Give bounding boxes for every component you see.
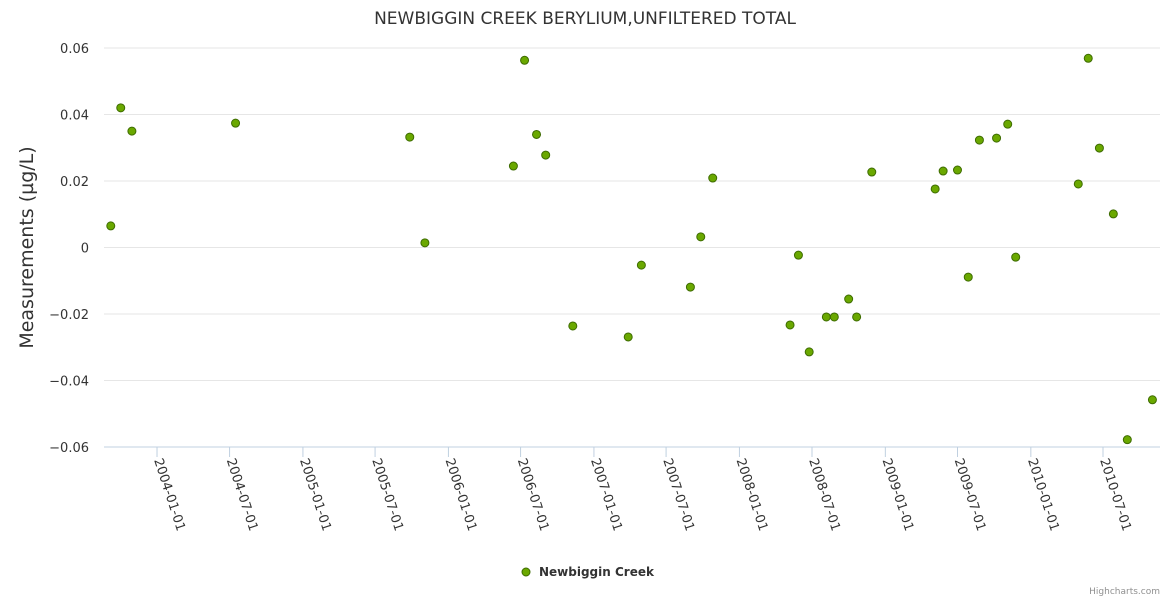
legend-item-newbiggin-creek[interactable]: Newbiggin Creek: [539, 565, 655, 579]
data-point[interactable]: [1147, 395, 1157, 405]
data-point[interactable]: [1108, 209, 1118, 219]
y-tick-label: −0.04: [49, 375, 89, 390]
data-point[interactable]: [992, 133, 1002, 143]
data-point[interactable]: [852, 312, 862, 322]
data-point[interactable]: [930, 184, 940, 194]
data-point[interactable]: [867, 167, 877, 177]
data-point[interactable]: [508, 161, 518, 171]
data-point[interactable]: [541, 150, 551, 160]
data-point[interactable]: [520, 55, 530, 65]
data-point[interactable]: [405, 132, 415, 142]
data-point[interactable]: [106, 221, 116, 231]
data-point[interactable]: [636, 260, 646, 270]
data-point[interactable]: [963, 272, 973, 282]
data-point[interactable]: [568, 321, 578, 331]
data-point[interactable]: [532, 129, 542, 139]
data-point[interactable]: [804, 347, 814, 357]
y-tick-label: 0.04: [60, 109, 89, 124]
y-axis-label: Measurements (µg/L): [16, 146, 38, 348]
data-point[interactable]: [785, 320, 795, 330]
legend-marker: [521, 567, 531, 577]
data-point[interactable]: [793, 250, 803, 260]
data-point[interactable]: [844, 294, 854, 304]
y-tick-label: 0.02: [60, 175, 89, 190]
data-point[interactable]: [696, 232, 706, 242]
data-point[interactable]: [127, 126, 137, 136]
y-tick-label: −0.06: [49, 441, 89, 456]
data-point[interactable]: [938, 166, 948, 176]
data-point[interactable]: [829, 312, 839, 322]
data-point[interactable]: [685, 282, 695, 292]
credits-link[interactable]: Highcharts.com: [1089, 587, 1160, 597]
legend[interactable]: Newbiggin Creek: [521, 565, 655, 579]
y-tick-label: 0: [81, 242, 89, 257]
data-point[interactable]: [974, 135, 984, 145]
y-tick-label: 0.06: [60, 42, 89, 57]
chart-title: NEWBIGGIN CREEK BERYLIUM,UNFILTERED TOTA…: [374, 9, 796, 29]
data-point[interactable]: [708, 173, 718, 183]
data-point[interactable]: [1083, 53, 1093, 63]
data-point[interactable]: [1122, 435, 1132, 445]
data-point[interactable]: [1073, 179, 1083, 189]
y-tick-label: −0.02: [49, 308, 89, 323]
data-point[interactable]: [1011, 252, 1021, 262]
data-point[interactable]: [821, 312, 831, 322]
data-point[interactable]: [420, 238, 430, 248]
data-point[interactable]: [1003, 119, 1013, 129]
data-point[interactable]: [1094, 143, 1104, 153]
data-point[interactable]: [952, 165, 962, 175]
data-point[interactable]: [116, 103, 126, 113]
data-point[interactable]: [231, 118, 241, 128]
data-point[interactable]: [623, 332, 633, 342]
